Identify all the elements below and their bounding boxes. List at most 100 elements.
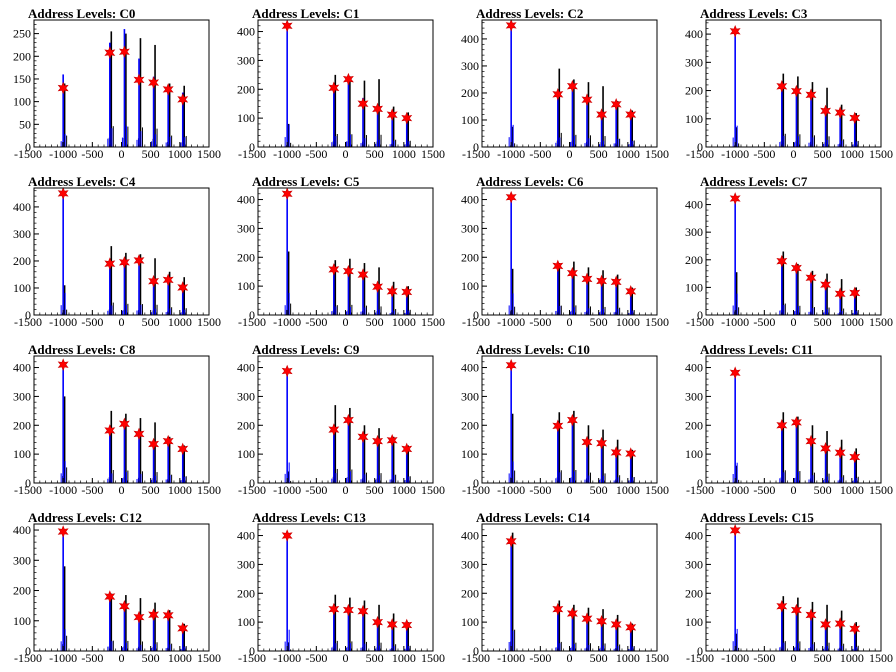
y-tick-label: 200 <box>461 418 479 432</box>
x-tick-label: -500 <box>529 651 551 665</box>
x-tick-label: 0 <box>567 483 573 497</box>
peak-marker <box>386 433 398 447</box>
y-tick-label: 300 <box>685 55 703 69</box>
peak-marker <box>596 274 608 288</box>
chart-title: Address Levels: C1 <box>252 6 359 21</box>
peak-marker <box>505 358 517 372</box>
peak-marker <box>610 618 622 631</box>
y-tick-label: 0 <box>697 308 703 322</box>
peak-marker <box>281 529 293 542</box>
peak-marker <box>849 286 861 300</box>
y-tick-label: 300 <box>685 225 703 239</box>
peak-marker <box>625 285 637 298</box>
x-tick-label: -500 <box>305 147 327 161</box>
chart-panel: Address Levels: C10 0 100 200 300 400 -1500 -10… <box>448 336 672 504</box>
x-tick-label: 1500 <box>645 147 669 161</box>
peak-marker <box>596 436 608 450</box>
y-tick-label: 300 <box>461 557 479 571</box>
y-tick-label: 300 <box>237 221 255 235</box>
chart-title: Address Levels: C2 <box>476 6 583 21</box>
y-tick-label: 400 <box>461 361 479 375</box>
peak-marker <box>566 79 578 93</box>
chart-panel: Address Levels: C11 0 100 200 300 400 -1500 -10… <box>672 336 896 504</box>
peak-marker <box>790 84 802 98</box>
chart-panel: Address Levels: C12 0 100 200 300 400 -1500 -10… <box>0 504 224 672</box>
x-tick-label: -1000 <box>273 651 301 665</box>
y-tick-label: 200 <box>461 86 479 100</box>
peak-marker <box>610 275 622 289</box>
peak-marker <box>776 80 788 93</box>
x-tick-label: -1500 <box>238 651 266 665</box>
x-tick-label: -1000 <box>497 651 525 665</box>
x-tick-label: 0 <box>791 483 797 497</box>
chart-svg: Address Levels: C13 0 100 200 300 400 -1500 -10… <box>237 510 445 665</box>
peak-marker <box>386 618 398 631</box>
x-tick-label: -500 <box>529 147 551 161</box>
y-tick-label: 200 <box>461 250 479 264</box>
peak-marker <box>342 603 354 617</box>
x-tick-label: 0 <box>567 147 573 161</box>
y-tick-label: 400 <box>685 529 703 543</box>
x-tick-label: 1000 <box>168 147 192 161</box>
y-tick-label: 200 <box>237 250 255 264</box>
peak-marker <box>177 442 189 456</box>
y-tick-label: 0 <box>249 644 255 658</box>
chart-panel: Address Levels: C13 0 100 200 300 400 -1500 -10… <box>224 504 448 672</box>
x-tick-label: 0 <box>119 147 125 161</box>
peak-marker <box>177 93 189 106</box>
y-tick-label: 100 <box>461 615 479 629</box>
x-tick-label: -1500 <box>686 651 714 665</box>
chart-title: Address Levels: C8 <box>28 342 136 357</box>
x-tick-label: -1000 <box>497 315 525 329</box>
x-tick-label: 0 <box>119 483 125 497</box>
peak-marker <box>148 76 160 89</box>
chart-svg: Address Levels: C0 0 50 100 150 200 250 -1500 -1… <box>13 6 221 161</box>
x-tick-label: 500 <box>814 483 832 497</box>
peak-marker <box>729 24 741 38</box>
peak-marker <box>625 447 637 460</box>
x-tick-label: 500 <box>142 315 160 329</box>
y-tick-label: 100 <box>461 447 479 461</box>
peak-marker <box>625 108 637 121</box>
x-tick-label: -500 <box>81 315 103 329</box>
peak-marker <box>776 418 788 432</box>
peak-marker <box>776 599 788 613</box>
peak-marker <box>581 435 593 449</box>
y-tick-label: 300 <box>685 389 703 403</box>
peak-marker <box>729 192 741 205</box>
x-tick-label: -1000 <box>497 147 525 161</box>
chart-title: Address Levels: C10 <box>476 342 590 357</box>
peak-marker <box>729 366 741 380</box>
chart-title: Address Levels: C7 <box>700 174 808 189</box>
chart-svg: Address Levels: C3 0 100 200 300 400 -1500 -100… <box>685 6 893 161</box>
x-tick-label: 1000 <box>392 651 416 665</box>
y-tick-label: 400 <box>685 27 703 41</box>
peak-marker <box>505 19 517 32</box>
peak-marker <box>729 524 741 537</box>
x-tick-label: 1000 <box>616 483 640 497</box>
peak-marker <box>372 434 384 448</box>
x-tick-label: 500 <box>366 315 384 329</box>
peak-marker <box>328 81 340 95</box>
peak-marker <box>790 261 802 275</box>
peak-marker <box>790 603 802 617</box>
x-tick-label: -1000 <box>273 147 301 161</box>
y-tick-label: 200 <box>13 254 31 268</box>
x-tick-label: -1000 <box>273 315 301 329</box>
chart-title: Address Levels: C6 <box>476 174 584 189</box>
peak-marker <box>552 88 564 101</box>
x-tick-label: -1000 <box>49 651 77 665</box>
y-tick-label: 200 <box>13 49 31 63</box>
peak-marker <box>357 430 369 444</box>
y-tick-label: 400 <box>461 32 479 46</box>
peak-marker <box>342 72 354 86</box>
peak-marker <box>834 446 846 459</box>
x-tick-label: -1000 <box>49 147 77 161</box>
x-tick-label: -500 <box>753 315 775 329</box>
x-tick-label: 500 <box>142 651 160 665</box>
x-tick-label: 500 <box>366 147 384 161</box>
x-tick-label: 0 <box>343 147 349 161</box>
y-tick-label: 400 <box>13 523 31 537</box>
y-tick-label: 100 <box>13 95 31 109</box>
y-tick-label: 400 <box>685 198 703 212</box>
